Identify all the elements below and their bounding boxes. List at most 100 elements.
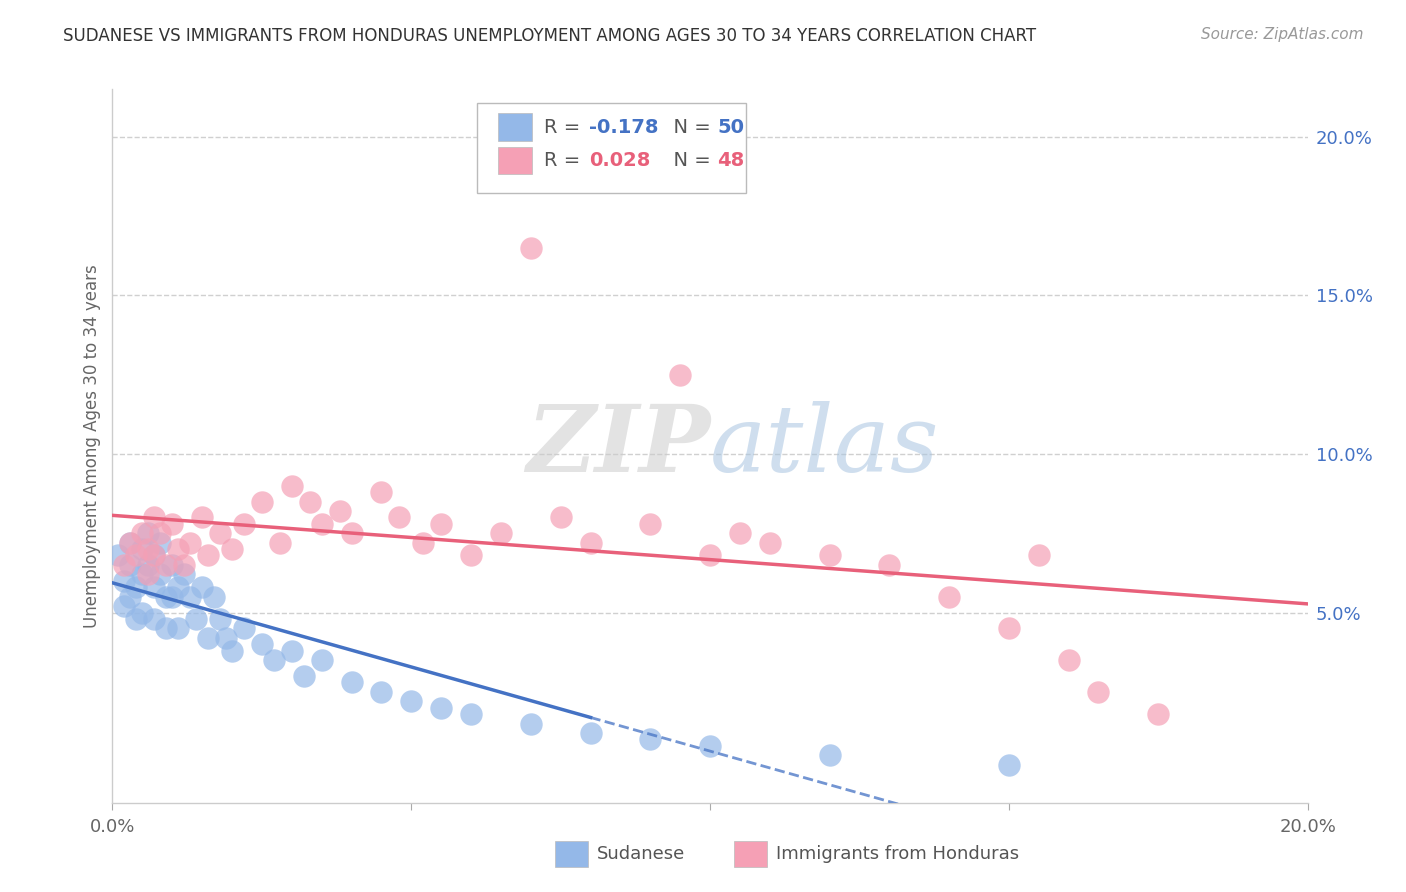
Point: [412, 535, 434, 549]
Point: [269, 535, 291, 549]
Point: [131, 567, 153, 582]
Point: [311, 516, 333, 531]
Point: [311, 653, 333, 667]
Point: [209, 526, 232, 541]
Point: [162, 558, 183, 572]
Point: [520, 716, 543, 731]
Point: [263, 653, 285, 667]
Point: [120, 558, 142, 572]
Point: [1028, 549, 1050, 563]
Point: [298, 494, 321, 508]
FancyBboxPatch shape: [477, 103, 747, 193]
Point: [149, 526, 172, 541]
Point: [550, 510, 572, 524]
Point: [460, 549, 482, 563]
Point: [179, 590, 201, 604]
Point: [143, 580, 166, 594]
Point: [1087, 685, 1109, 699]
Text: Sudanese: Sudanese: [596, 846, 685, 863]
Point: [120, 535, 142, 549]
Point: [143, 510, 166, 524]
Point: [186, 612, 208, 626]
Point: [167, 580, 190, 594]
Point: [221, 542, 243, 557]
Point: [221, 643, 243, 657]
FancyBboxPatch shape: [499, 147, 531, 174]
Point: [138, 526, 160, 541]
Point: [818, 549, 841, 563]
Point: [233, 621, 256, 635]
Point: [125, 612, 148, 626]
Point: [281, 478, 304, 492]
Text: 50: 50: [717, 118, 744, 136]
Point: [281, 643, 304, 657]
Point: [579, 726, 602, 740]
Point: [460, 706, 482, 721]
Point: [998, 757, 1021, 772]
Point: [340, 526, 363, 541]
Text: N =: N =: [661, 118, 717, 136]
Point: [114, 599, 135, 614]
Point: [370, 685, 392, 699]
Point: [138, 542, 160, 557]
Point: [143, 612, 166, 626]
Point: [107, 549, 129, 563]
Point: [114, 558, 135, 572]
Point: [520, 241, 543, 255]
Point: [131, 526, 153, 541]
Point: [138, 567, 160, 582]
Point: [125, 580, 148, 594]
Point: [340, 675, 363, 690]
Point: [1057, 653, 1080, 667]
Point: [818, 748, 841, 763]
Point: [191, 510, 214, 524]
Point: [197, 549, 219, 563]
Point: [640, 516, 662, 531]
FancyBboxPatch shape: [554, 841, 588, 867]
Point: [114, 574, 135, 588]
Point: [167, 542, 190, 557]
Point: [640, 732, 662, 747]
Point: [759, 535, 782, 549]
Point: [209, 612, 232, 626]
Text: SUDANESE VS IMMIGRANTS FROM HONDURAS UNEMPLOYMENT AMONG AGES 30 TO 34 YEARS CORR: SUDANESE VS IMMIGRANTS FROM HONDURAS UNE…: [63, 27, 1036, 45]
Text: atlas: atlas: [710, 401, 939, 491]
Text: 48: 48: [717, 151, 744, 170]
Point: [149, 535, 172, 549]
Point: [162, 590, 183, 604]
Point: [155, 621, 177, 635]
Point: [579, 535, 602, 549]
Point: [191, 580, 214, 594]
Point: [699, 549, 721, 563]
Point: [401, 694, 423, 708]
Point: [250, 494, 273, 508]
Point: [173, 558, 195, 572]
Point: [143, 549, 166, 563]
Point: [728, 526, 751, 541]
Point: [430, 700, 453, 714]
Point: [879, 558, 901, 572]
Point: [430, 516, 453, 531]
Point: [233, 516, 256, 531]
FancyBboxPatch shape: [734, 841, 768, 867]
Point: [143, 549, 166, 563]
Point: [131, 606, 153, 620]
Point: [162, 516, 183, 531]
Point: [149, 567, 172, 582]
Text: N =: N =: [661, 151, 717, 170]
Point: [131, 542, 153, 557]
Text: Immigrants from Honduras: Immigrants from Honduras: [776, 846, 1019, 863]
Point: [155, 590, 177, 604]
Point: [292, 669, 315, 683]
Point: [998, 621, 1021, 635]
Point: [155, 558, 177, 572]
Point: [167, 621, 190, 635]
Text: -0.178: -0.178: [589, 118, 659, 136]
Point: [179, 535, 201, 549]
Text: R =: R =: [544, 118, 586, 136]
FancyBboxPatch shape: [499, 113, 531, 141]
Point: [215, 631, 238, 645]
Point: [489, 526, 512, 541]
Point: [173, 567, 195, 582]
Point: [138, 558, 160, 572]
